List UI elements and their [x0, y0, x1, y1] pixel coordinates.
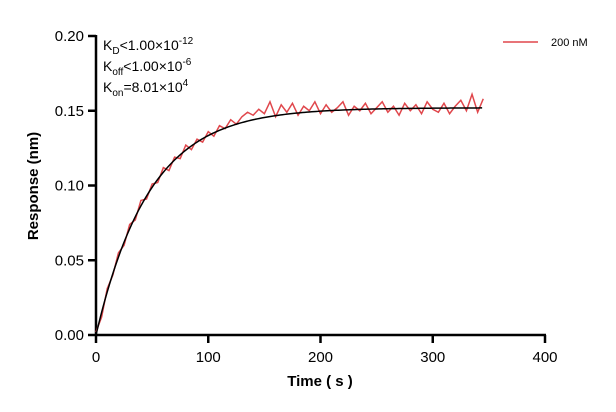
annotation-kd: KD<1.00×10-12 [103, 36, 194, 57]
annotation-kon: Kon=8.01×104 [103, 78, 189, 99]
x-tick-label: 100 [196, 349, 221, 366]
series-line-200-nM [95, 91, 484, 333]
y-tick-label: 0.05 [55, 252, 84, 269]
x-tick-label: 0 [92, 349, 100, 366]
x-tick-label: 400 [532, 349, 557, 366]
ticks: 0 100 200 300 400 0.00 0.05 0.10 0.15 0.20 [55, 28, 558, 366]
y-tick-label: 0.00 [55, 327, 84, 344]
y-axis-label: Response (nm) [25, 132, 42, 240]
annotation-koff: Koff<1.00×10-6 [103, 57, 192, 78]
y-tick-label: 0.10 [55, 178, 84, 195]
legend: 200 nM [503, 37, 588, 49]
x-tick-label: 300 [420, 349, 445, 366]
legend-label: 200 nM [551, 37, 588, 49]
y-tick-label: 0.20 [55, 28, 84, 45]
y-tick-label: 0.15 [55, 103, 84, 120]
x-tick-label: 200 [308, 349, 333, 366]
fit-curve [95, 107, 483, 336]
x-axis-label: Time ( s ) [287, 373, 353, 390]
plot-area [95, 91, 484, 336]
